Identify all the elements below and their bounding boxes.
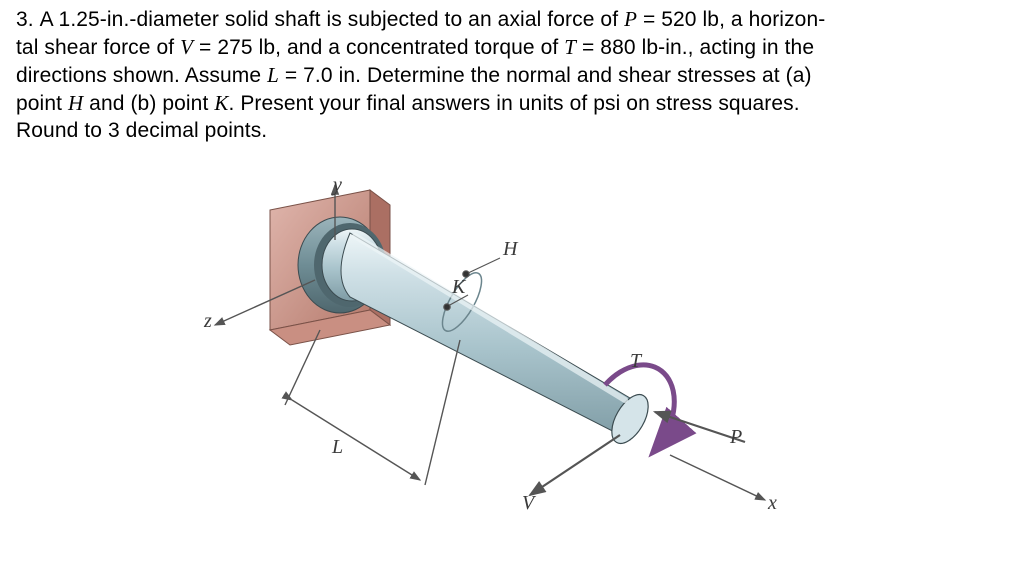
- axis-x-label: x: [768, 492, 777, 515]
- txt-7: point: [16, 92, 68, 115]
- txt-0: A 1.25-in.-diameter solid shaft is subje…: [40, 8, 624, 31]
- txt-1: = 520 lb, a horizon-: [637, 8, 825, 31]
- axis-y-label: y: [333, 174, 342, 197]
- label-V: V: [522, 492, 534, 515]
- var-P: P: [624, 7, 637, 31]
- label-H: H: [503, 238, 517, 261]
- problem-number: 3.: [16, 8, 34, 31]
- txt-4: = 880 lb-in., acting in the: [576, 36, 814, 59]
- label-P: P: [730, 426, 742, 449]
- txt-10: Round to 3 decimal points.: [16, 119, 267, 142]
- dimension-L: [285, 330, 460, 485]
- var-T: T: [564, 35, 576, 59]
- label-L: L: [332, 436, 343, 459]
- txt-2: tal shear force of: [16, 36, 180, 59]
- txt-9: . Present your final answers in units of…: [228, 92, 799, 115]
- var-H: H: [68, 91, 83, 115]
- label-K: K: [452, 276, 465, 299]
- shaft-body: [341, 233, 656, 449]
- shaft-figure: y z x H K T P V L: [200, 180, 820, 560]
- txt-5: directions shown. Assume: [16, 64, 267, 87]
- var-L: L: [267, 63, 279, 87]
- axis-z-label: z: [204, 310, 212, 333]
- problem-statement: 3. A 1.25-in.-diameter solid shaft is su…: [0, 0, 1024, 144]
- shaft-svg: [200, 180, 820, 560]
- txt-8: and (b) point: [83, 92, 214, 115]
- txt-3: = 275 lb, and a concentrated torque of: [193, 36, 564, 59]
- txt-6: = 7.0 in. Determine the normal and shear…: [279, 64, 812, 87]
- var-K: K: [214, 91, 228, 115]
- label-T: T: [630, 350, 641, 373]
- var-V: V: [180, 35, 193, 59]
